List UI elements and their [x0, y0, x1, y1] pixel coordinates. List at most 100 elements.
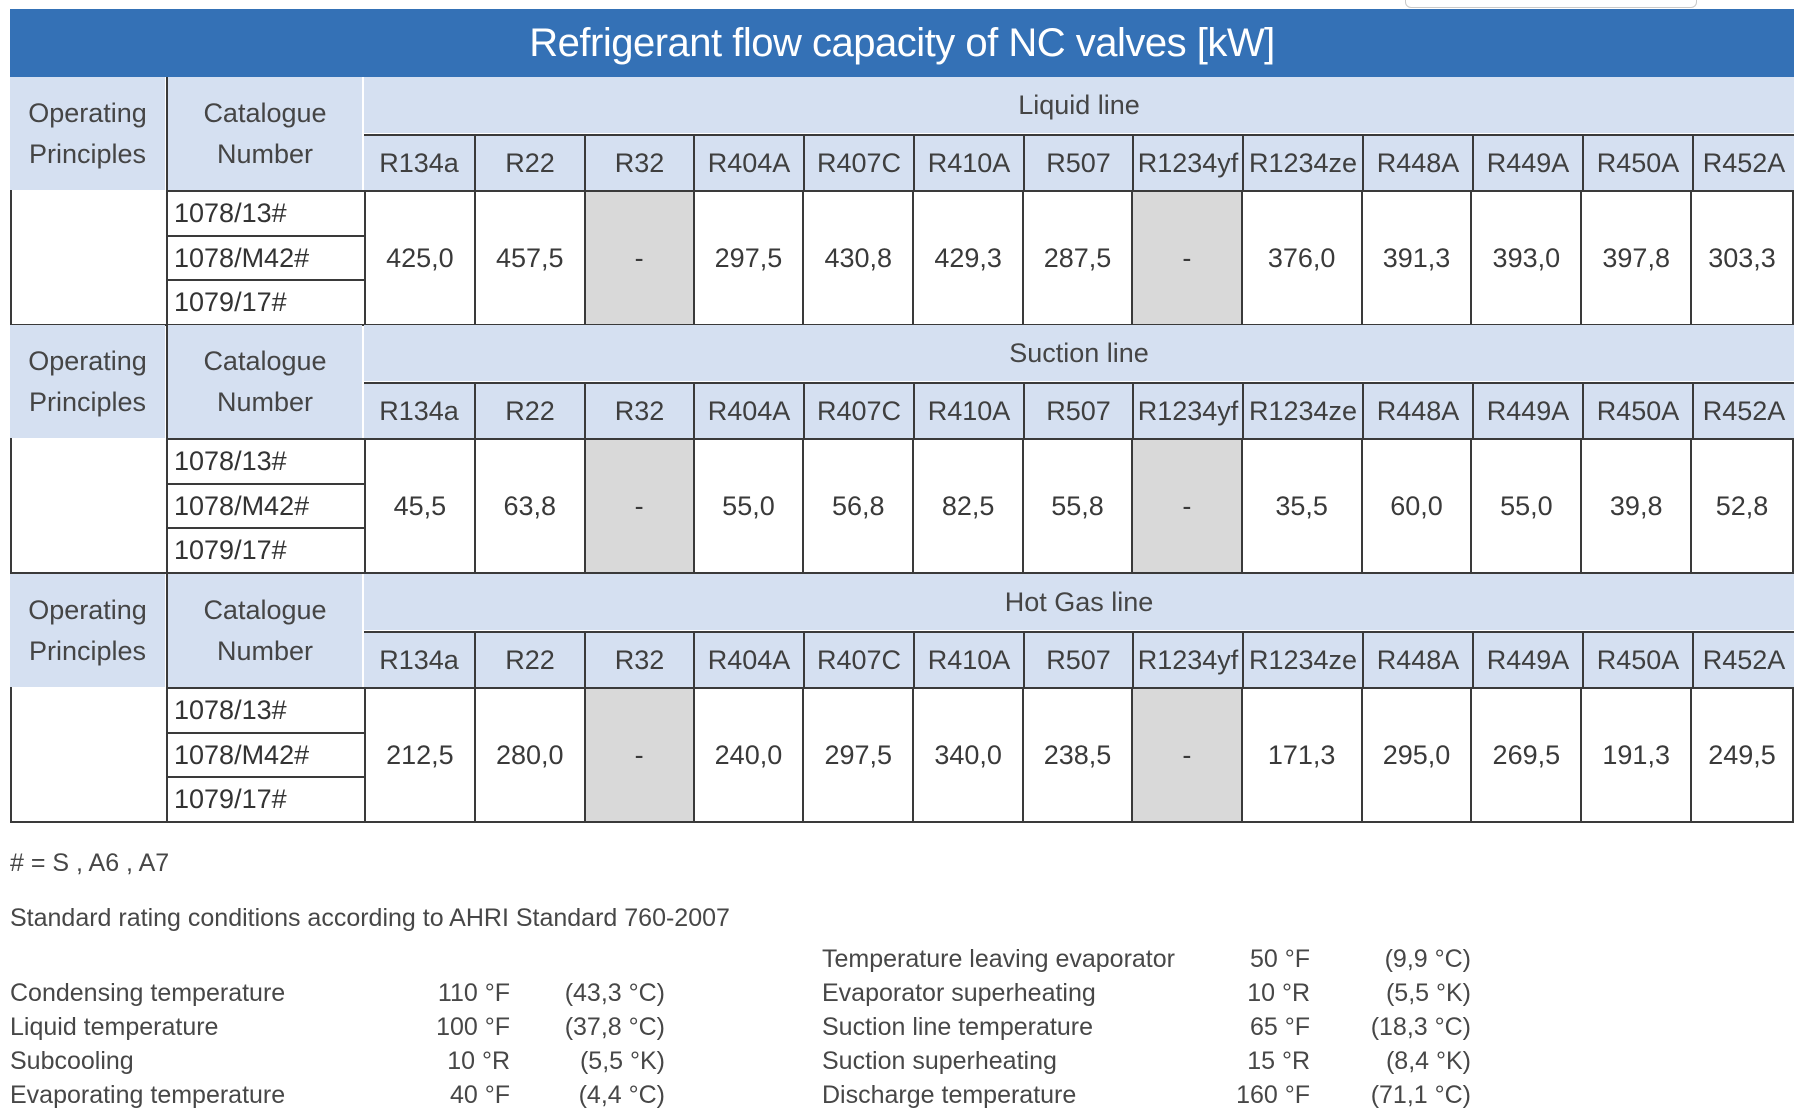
catalogue-number: 1078/M42#: [168, 734, 364, 779]
table-title: Refrigerant flow capacity of NC valves […: [10, 9, 1794, 77]
refrigerant-header-cell: R134a: [364, 384, 474, 438]
refrigerant-header-cell: R449A: [1472, 384, 1582, 438]
section-block: Operating Principles Catalogue Number Liquid…: [10, 77, 1794, 326]
capacity-value-cell: -: [1130, 440, 1241, 572]
refrigerant-header-row: R134a R22 R32 R404A R407C R410A R507 R1234yf R12…: [364, 631, 1794, 687]
catalogue-number-header: Catalogue Number: [166, 77, 362, 190]
condition-metric: (37,8 °C): [564, 1012, 665, 1041]
refrigerant-header-cell: R448A: [1362, 136, 1472, 190]
catalogue-number: 1079/17#: [174, 784, 287, 815]
capacity-value-cell: 430,8: [802, 192, 912, 324]
operating-principles-cell: [10, 438, 166, 574]
capacity-value-cell: 295,0: [1360, 689, 1471, 821]
refrigerant-header-cell: R450A: [1582, 633, 1692, 687]
refrigerant-header-cell: R1234yf: [1132, 384, 1242, 438]
capacity-value-cell: 429,3: [912, 192, 1022, 324]
refrigerant-header-cell: R134a: [364, 136, 474, 190]
catalogue-number-list: 1078/13# 1078/M42# 1079/17#: [166, 190, 364, 326]
refrigerant-header-cell: R1234ze: [1242, 136, 1362, 190]
refrigerant-header-cell: R22: [474, 633, 584, 687]
capacity-value-cell: 425,0: [364, 192, 474, 324]
condition-label: Evaporating temperature: [10, 1080, 286, 1109]
condition-imperial: 50 °F: [1249, 944, 1310, 973]
line-type-header: Hot Gas line: [364, 574, 1794, 630]
capacity-value-cell: 457,5: [473, 192, 584, 324]
capacity-value-cell: 391,3: [1360, 192, 1471, 324]
refrigerant-header-cell: R407C: [803, 633, 913, 687]
line-type-header: Liquid line: [364, 77, 1794, 133]
section-block: Operating Principles Catalogue Number Hot Ga…: [10, 574, 1794, 823]
condition-label: Temperature leaving evaporator: [822, 944, 1175, 973]
condition-metric: (18,3 °C): [1370, 1012, 1471, 1041]
capacity-values-row: 425,0 457,5-297,5 430,8 429,3 287,5-376,0 391…: [364, 190, 1794, 326]
capacity-value-cell: 39,8: [1580, 440, 1690, 572]
footnote: # = S , A6 , A7: [10, 849, 170, 877]
refrigerant-header-cell: R22: [474, 384, 584, 438]
capacity-value-cell: 212,5: [364, 689, 474, 821]
operating-principles-header: Operating Principles: [10, 574, 165, 687]
operating-principles-cell: [10, 687, 166, 823]
condition-label: Suction line temperature: [822, 1012, 1093, 1041]
capacity-value-cell: 240,0: [692, 689, 803, 821]
refrigerant-header-cell: R32: [584, 633, 693, 687]
refrigerant-header-cell: R410A: [913, 384, 1023, 438]
refrigerant-header-cell: R452A: [1692, 384, 1794, 438]
condition-label: Suction superheating: [822, 1046, 1057, 1075]
condition-metric: (8,4 °K): [1385, 1046, 1471, 1075]
capacity-value-cell: 45,5: [364, 440, 474, 572]
capacity-value-cell: -: [583, 192, 693, 324]
refrigerant-header-row: R134a R22 R32 R404A R407C R410A R507 R1234yf R12…: [364, 134, 1794, 190]
capacity-value-cell: 171,3: [1240, 689, 1361, 821]
catalogue-number-list: 1078/13# 1078/M42# 1079/17#: [166, 687, 364, 823]
condition-imperial: 110 °F: [437, 978, 510, 1007]
capacity-value-cell: 56,8: [802, 440, 912, 572]
condition-imperial: 10 °R: [447, 1046, 510, 1075]
catalogue-number: 1078/13#: [168, 192, 364, 237]
capacity-value-cell: 280,0: [473, 689, 584, 821]
capacity-value-cell: 35,5: [1240, 440, 1361, 572]
refrigerant-header-cell: R410A: [913, 136, 1023, 190]
refrigerant-header-row: R134a R22 R32 R404A R407C R410A R507 R1234yf R12…: [364, 382, 1794, 438]
capacity-value-cell: -: [1130, 192, 1241, 324]
refrigerant-header-cell: R407C: [803, 384, 913, 438]
capacity-value-cell: 340,0: [912, 689, 1022, 821]
refrigerant-header-cell: R410A: [913, 633, 1023, 687]
catalogue-number: 1078/13#: [168, 689, 364, 734]
catalogue-number-list: 1078/13# 1078/M42# 1079/17#: [166, 438, 364, 574]
refrigerant-header-cell: R452A: [1692, 136, 1794, 190]
refrigerant-header-cell: R22: [474, 136, 584, 190]
capacity-value-cell: 55,0: [692, 440, 803, 572]
condition-imperial: 15 °R: [1247, 1046, 1310, 1075]
refrigerant-header-cell: R32: [584, 136, 693, 190]
catalogue-number-header: Catalogue Number: [166, 574, 362, 687]
refrigerant-header-cell: R407C: [803, 136, 913, 190]
capacity-value-cell: 82,5: [912, 440, 1022, 572]
capacity-value-cell: -: [583, 689, 693, 821]
catalogue-number-header: Catalogue Number: [166, 325, 362, 438]
capacity-value-cell: 55,8: [1022, 440, 1131, 572]
section-block: Operating Principles Catalogue Number Suctio…: [10, 325, 1794, 574]
capacity-value-cell: 376,0: [1240, 192, 1361, 324]
capacity-value-cell: 393,0: [1470, 192, 1580, 324]
capacity-value-cell: 297,5: [802, 689, 912, 821]
condition-imperial: 10 °R: [1247, 978, 1310, 1007]
capacity-value-cell: 52,8: [1690, 440, 1792, 572]
condition-imperial: 40 °F: [449, 1080, 510, 1109]
capacity-value-cell: 249,5: [1690, 689, 1792, 821]
operating-principles-cell: [10, 190, 166, 326]
standard-note: Standard rating conditions according to …: [10, 904, 730, 932]
condition-metric: (43,3 °C): [564, 978, 665, 1007]
line-type-header: Suction line: [364, 325, 1794, 381]
capacity-value-cell: 55,0: [1470, 440, 1580, 572]
catalogue-number: 1078/13#: [168, 440, 364, 485]
condition-metric: (5,5 °K): [579, 1046, 665, 1075]
condition-label: Liquid temperature: [10, 1012, 219, 1041]
condition-label: Discharge temperature: [822, 1080, 1077, 1109]
capacity-value-cell: 303,3: [1690, 192, 1792, 324]
condition-imperial: 160 °F: [1236, 1080, 1310, 1109]
refrigerant-header-cell: R449A: [1472, 633, 1582, 687]
refrigerant-header-cell: R507: [1023, 136, 1132, 190]
refrigerant-header-cell: R1234yf: [1132, 633, 1242, 687]
catalogue-number: 1078/M42#: [168, 485, 364, 530]
capacity-value-cell: 191,3: [1580, 689, 1690, 821]
